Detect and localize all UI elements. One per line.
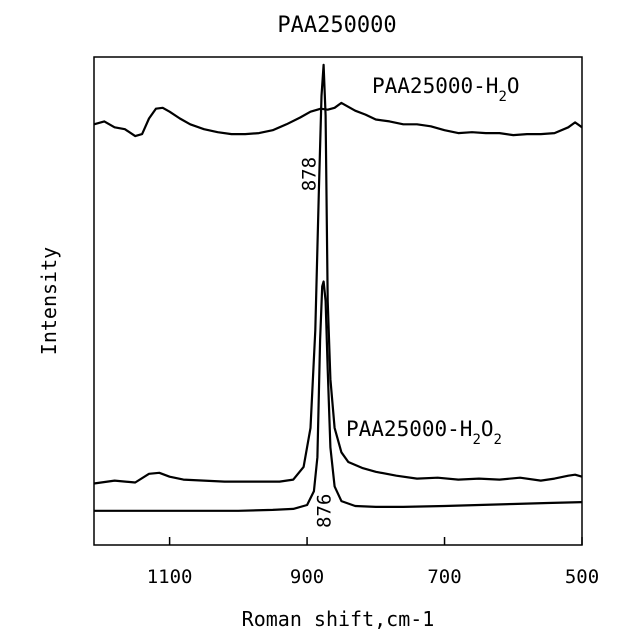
- chart-title: PAA250000: [277, 13, 396, 38]
- peak-annotation-876: 876: [313, 494, 335, 528]
- x-axis-ticks: [170, 537, 582, 545]
- series-label-2: PAA25000-H2O2: [346, 417, 502, 448]
- y-axis-label: Intensity: [37, 247, 61, 355]
- series-line-1: [94, 103, 582, 136]
- x-tick-label-500: 500: [565, 566, 599, 588]
- x-axis-tick-labels: 1100 900 700 500: [147, 566, 599, 588]
- series-line-2: [94, 65, 582, 484]
- peak-annotation-878: 878: [298, 157, 320, 191]
- x-tick-label-900: 900: [290, 566, 324, 588]
- series-labels: PAA25000-H2O PAA25000-H2O2: [346, 74, 520, 448]
- series-label-1: PAA25000-H2O: [372, 74, 520, 105]
- plot-frame: [94, 57, 582, 545]
- x-tick-label-1100: 1100: [147, 566, 193, 588]
- x-tick-label-700: 700: [427, 566, 461, 588]
- x-axis-label: Roman shift,cm-1: [242, 607, 435, 631]
- series-lines: [94, 65, 582, 511]
